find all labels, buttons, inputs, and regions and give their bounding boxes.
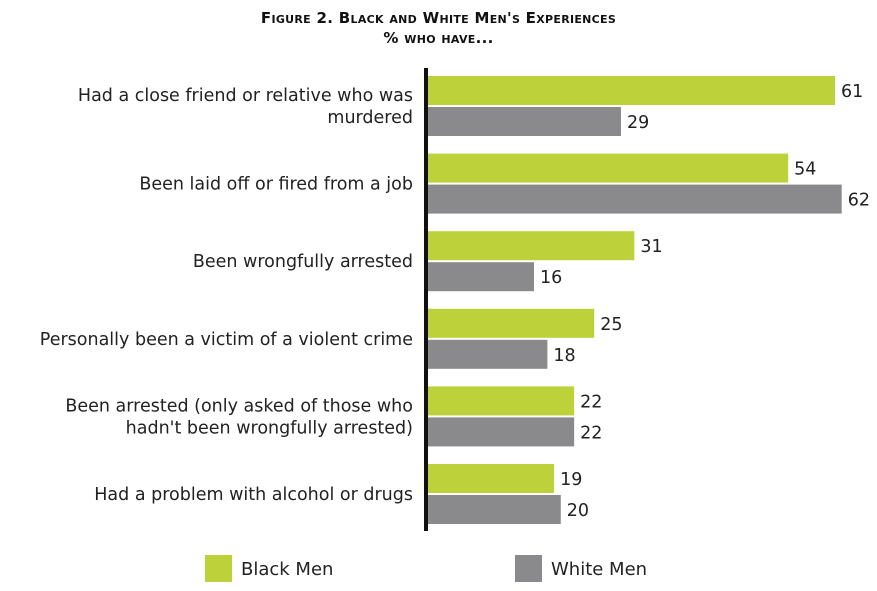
title-text: Figure 2. Black and White Men's Experien… — [260, 9, 617, 27]
category-label: Been arrested (only asked of those who — [65, 396, 413, 416]
value-label: 20 — [567, 501, 589, 521]
white-men-bar — [427, 495, 561, 524]
white-men-bar — [427, 184, 842, 214]
white-men-bar — [427, 417, 575, 447]
category-label: Had a close friend or relative who was — [78, 86, 413, 106]
black-men-bar — [427, 464, 555, 493]
chart-title: Figure 2. Black and White Men's Experien… — [0, 8, 877, 48]
black-men-bar — [427, 308, 595, 338]
value-label: 25 — [600, 315, 622, 335]
value-label: 29 — [627, 113, 649, 133]
value-label: 22 — [580, 392, 602, 412]
value-label: 54 — [794, 160, 816, 180]
value-label: 19 — [560, 470, 582, 490]
white-men-bar — [427, 262, 535, 292]
legend-label: Black Men — [241, 559, 333, 580]
category-label: Personally been a victim of a violent cr… — [40, 330, 413, 350]
legend-swatch — [205, 555, 232, 582]
subtitle-text: % who have... — [383, 29, 494, 47]
black-men-bar — [427, 386, 575, 416]
value-label: 16 — [540, 268, 562, 288]
category-label: Been wrongfully arrested — [193, 252, 413, 272]
category-label: Had a problem with alcohol or drugs — [94, 485, 413, 505]
category-label: murdered — [327, 108, 413, 128]
category-label: Been laid off or fired from a job — [139, 175, 413, 195]
legend-label: White Men — [551, 559, 647, 580]
value-label: 22 — [580, 423, 602, 443]
white-men-bar — [427, 107, 621, 136]
black-men-bar — [427, 231, 635, 261]
black-men-bar — [427, 153, 789, 183]
white-men-bar — [427, 339, 548, 369]
value-label: 18 — [553, 346, 575, 366]
value-label: 31 — [640, 237, 662, 257]
category-label: hadn't been wrongfully arrested) — [126, 418, 413, 438]
value-label: 62 — [848, 191, 870, 211]
value-label: 61 — [841, 82, 863, 102]
black-men-bar — [427, 76, 835, 105]
legend-swatch — [515, 555, 542, 582]
